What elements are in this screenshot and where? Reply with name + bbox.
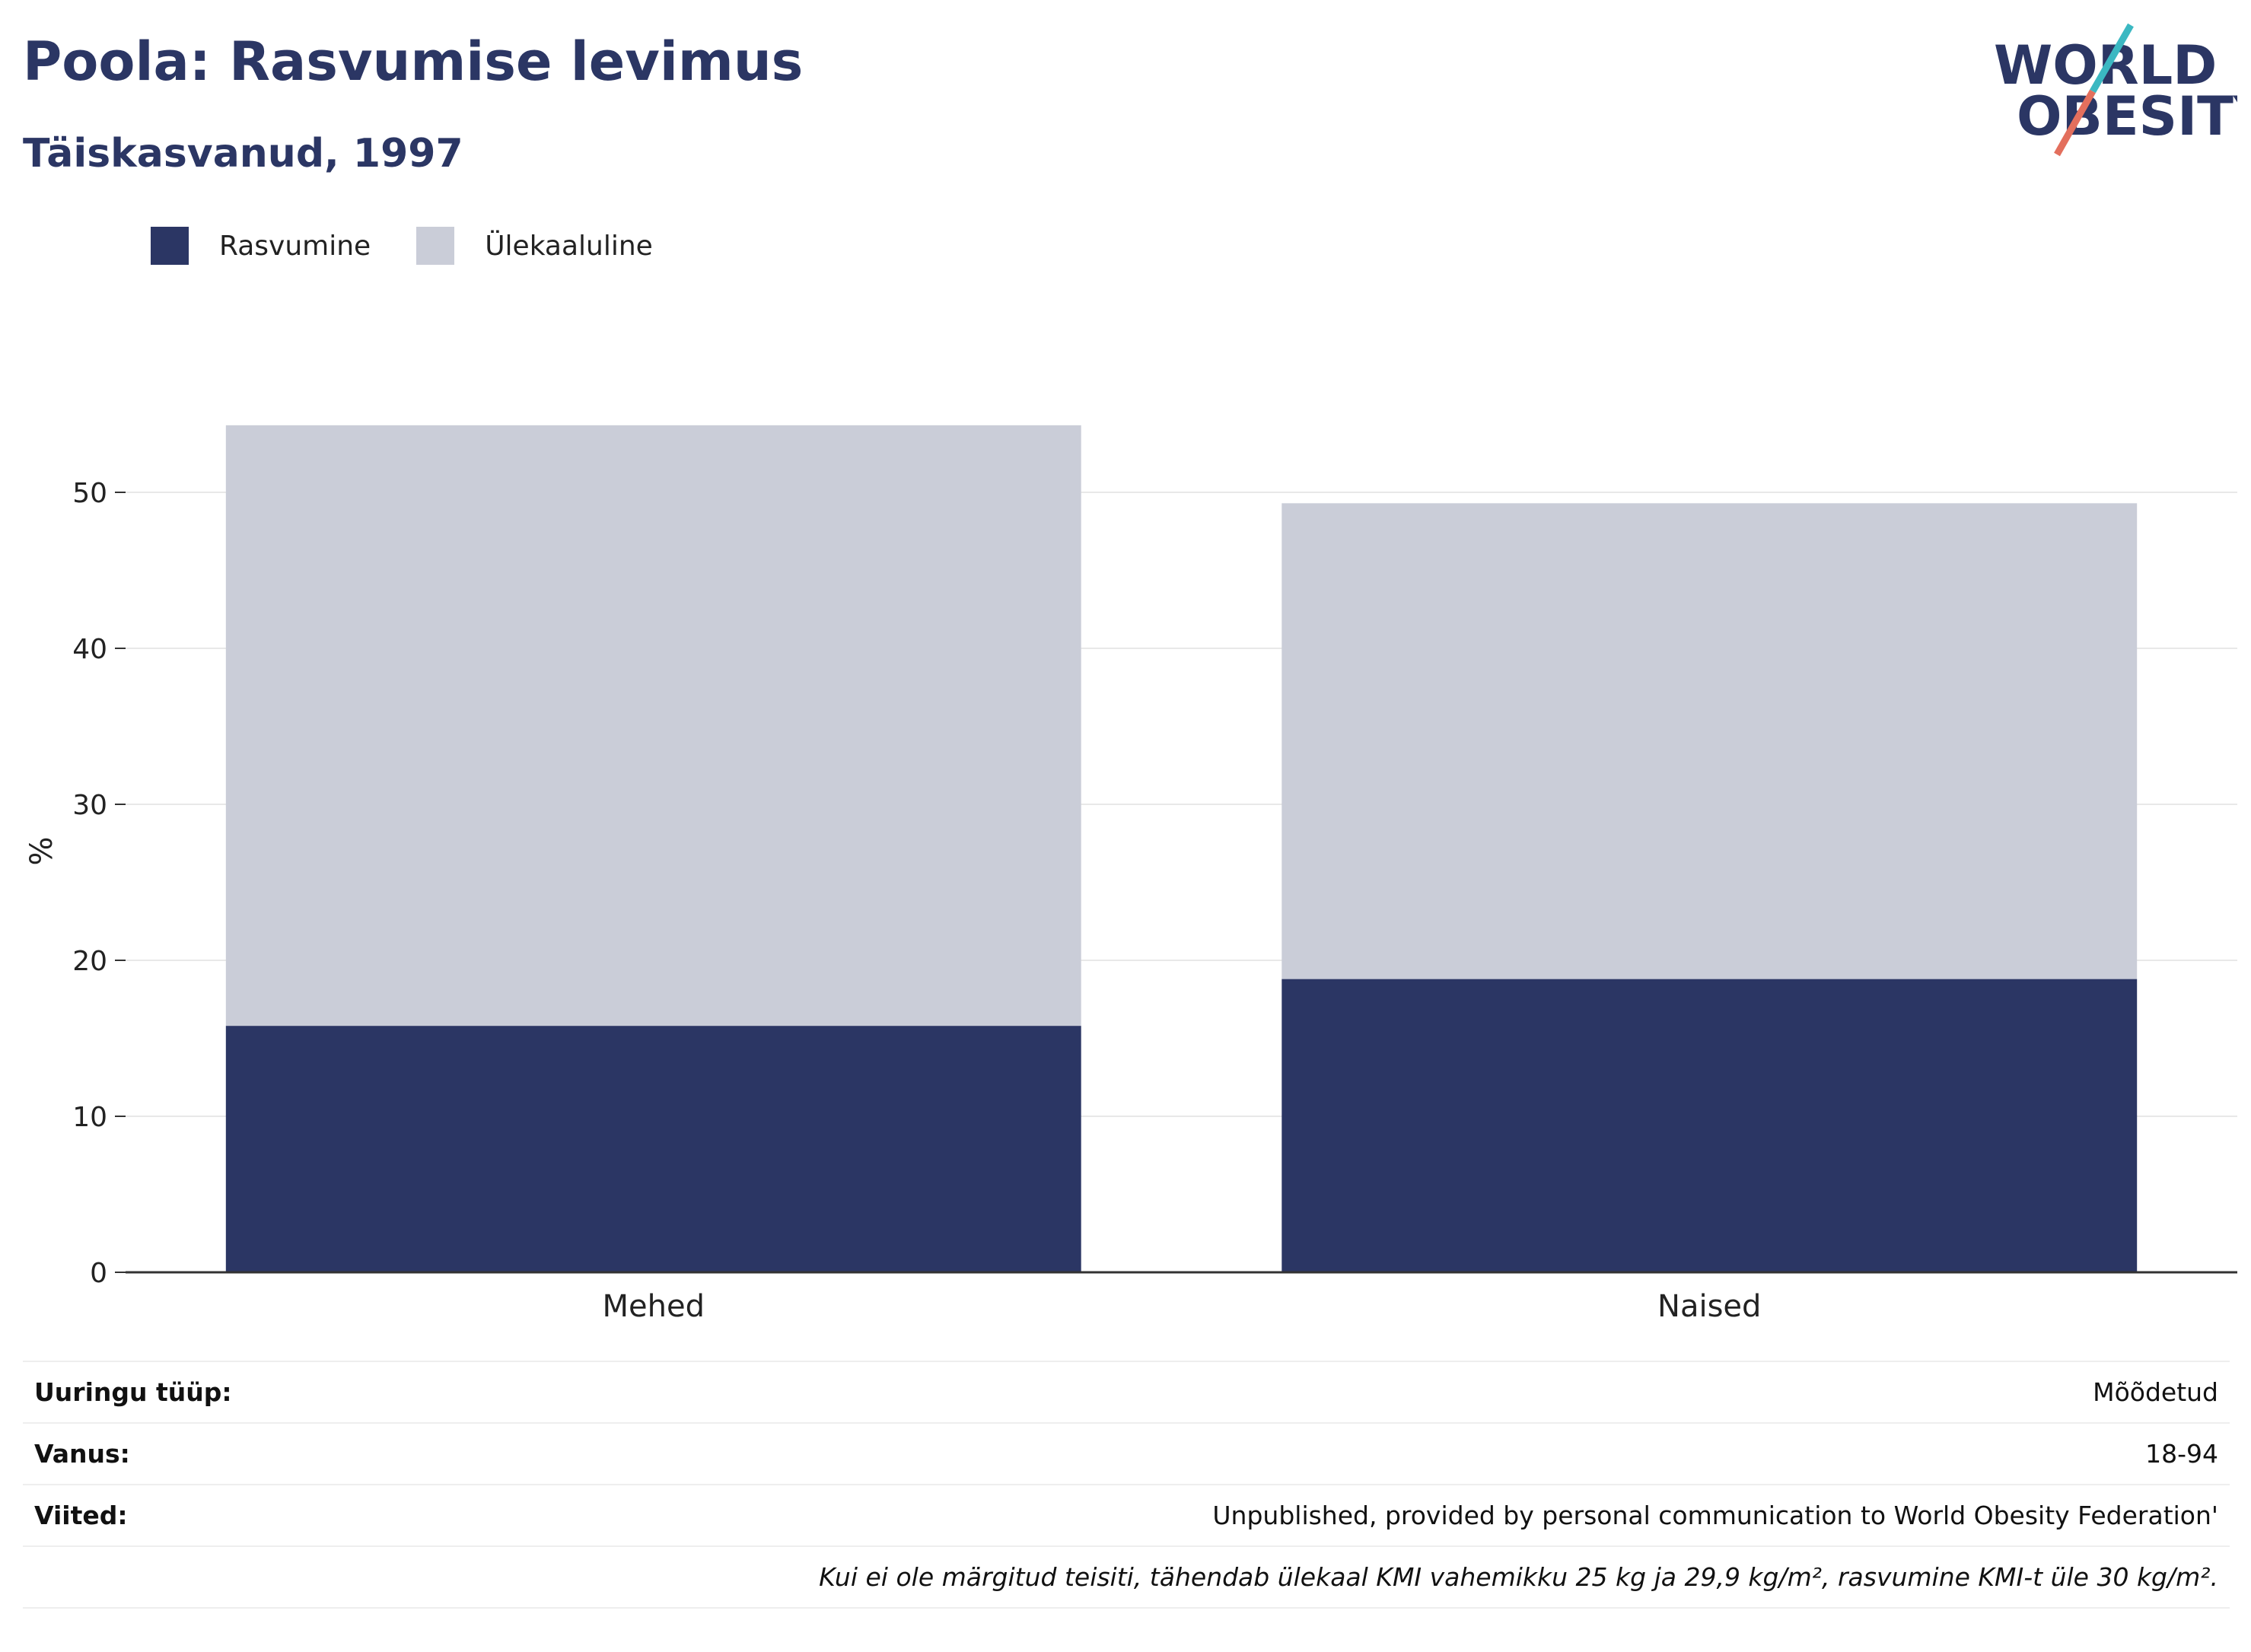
y-tick-label-10: 10 <box>72 1102 107 1133</box>
info-label-survey-type: Uuringu tüüp: <box>34 1377 232 1407</box>
info-table: Uuringu tüüp: Mõõdetud Vanus: 18-94 Viit… <box>23 1361 2230 1609</box>
legend-item-obesity[interactable]: Rasvumine <box>151 227 371 265</box>
y-tick-label-0: 0 <box>90 1258 107 1289</box>
info-label-age: Vanus: <box>34 1439 130 1469</box>
bar-mehed-series-1 <box>225 425 1081 1027</box>
info-row-age: Vanus: 18-94 <box>23 1424 2230 1485</box>
info-note-text: Kui ei ole märgitud teisiti, tähendab ül… <box>819 1562 2218 1592</box>
info-value-age: 18-94 <box>2145 1439 2218 1469</box>
bar-chart: 0 10 20 30 40 50% Mehed Naised <box>24 425 2237 1324</box>
y-tick-label-20: 20 <box>72 946 107 977</box>
legend-swatch-obesity <box>151 227 189 265</box>
info-row-note: Kui ei ole märgitud teisiti, tähendab ül… <box>23 1547 2230 1609</box>
x-tick-label-mehed: Mehed <box>603 1289 705 1324</box>
logo-coral-slash <box>2054 89 2096 157</box>
bar-naised-series-0 <box>1282 979 2138 1272</box>
legend-item-overweight[interactable]: Ülekaaluline <box>416 227 653 265</box>
chart-title: Poola: Rasvumise levimus <box>23 30 804 93</box>
y-tick-label-50: 50 <box>72 478 107 509</box>
info-value-survey-type: Mõõdetud <box>2093 1377 2218 1407</box>
chart-legend: Rasvumine Ülekaaluline <box>151 224 653 267</box>
y-axis-title: % <box>24 836 59 865</box>
x-tick-label-naised: Naised <box>1657 1289 1761 1324</box>
info-value-references: Unpublished, provided by personal commun… <box>1212 1501 2218 1530</box>
info-label-references: Viited: <box>34 1501 128 1530</box>
legend-label-overweight: Ülekaaluline <box>485 230 653 262</box>
y-tick-label-30: 30 <box>72 790 107 821</box>
bar-mehed-series-0 <box>225 1026 1081 1272</box>
legend-swatch-overweight <box>416 227 455 265</box>
bar-naised-series-1 <box>1282 503 2138 979</box>
info-row-references: Viited: Unpublished, provided by persona… <box>23 1485 2230 1547</box>
info-row-survey-type: Uuringu tüüp: Mõõdetud <box>23 1362 2230 1424</box>
logo-text-obesity: OBESITY <box>2017 85 2237 148</box>
chart-subtitle: Täiskasvanud, 1997 <box>23 131 463 177</box>
logo-teal-slash <box>2090 23 2134 94</box>
legend-label-obesity: Rasvumine <box>219 230 371 262</box>
y-tick-label-40: 40 <box>72 634 107 665</box>
world-obesity-logo: WORLD OBESITY <box>1994 23 2237 157</box>
